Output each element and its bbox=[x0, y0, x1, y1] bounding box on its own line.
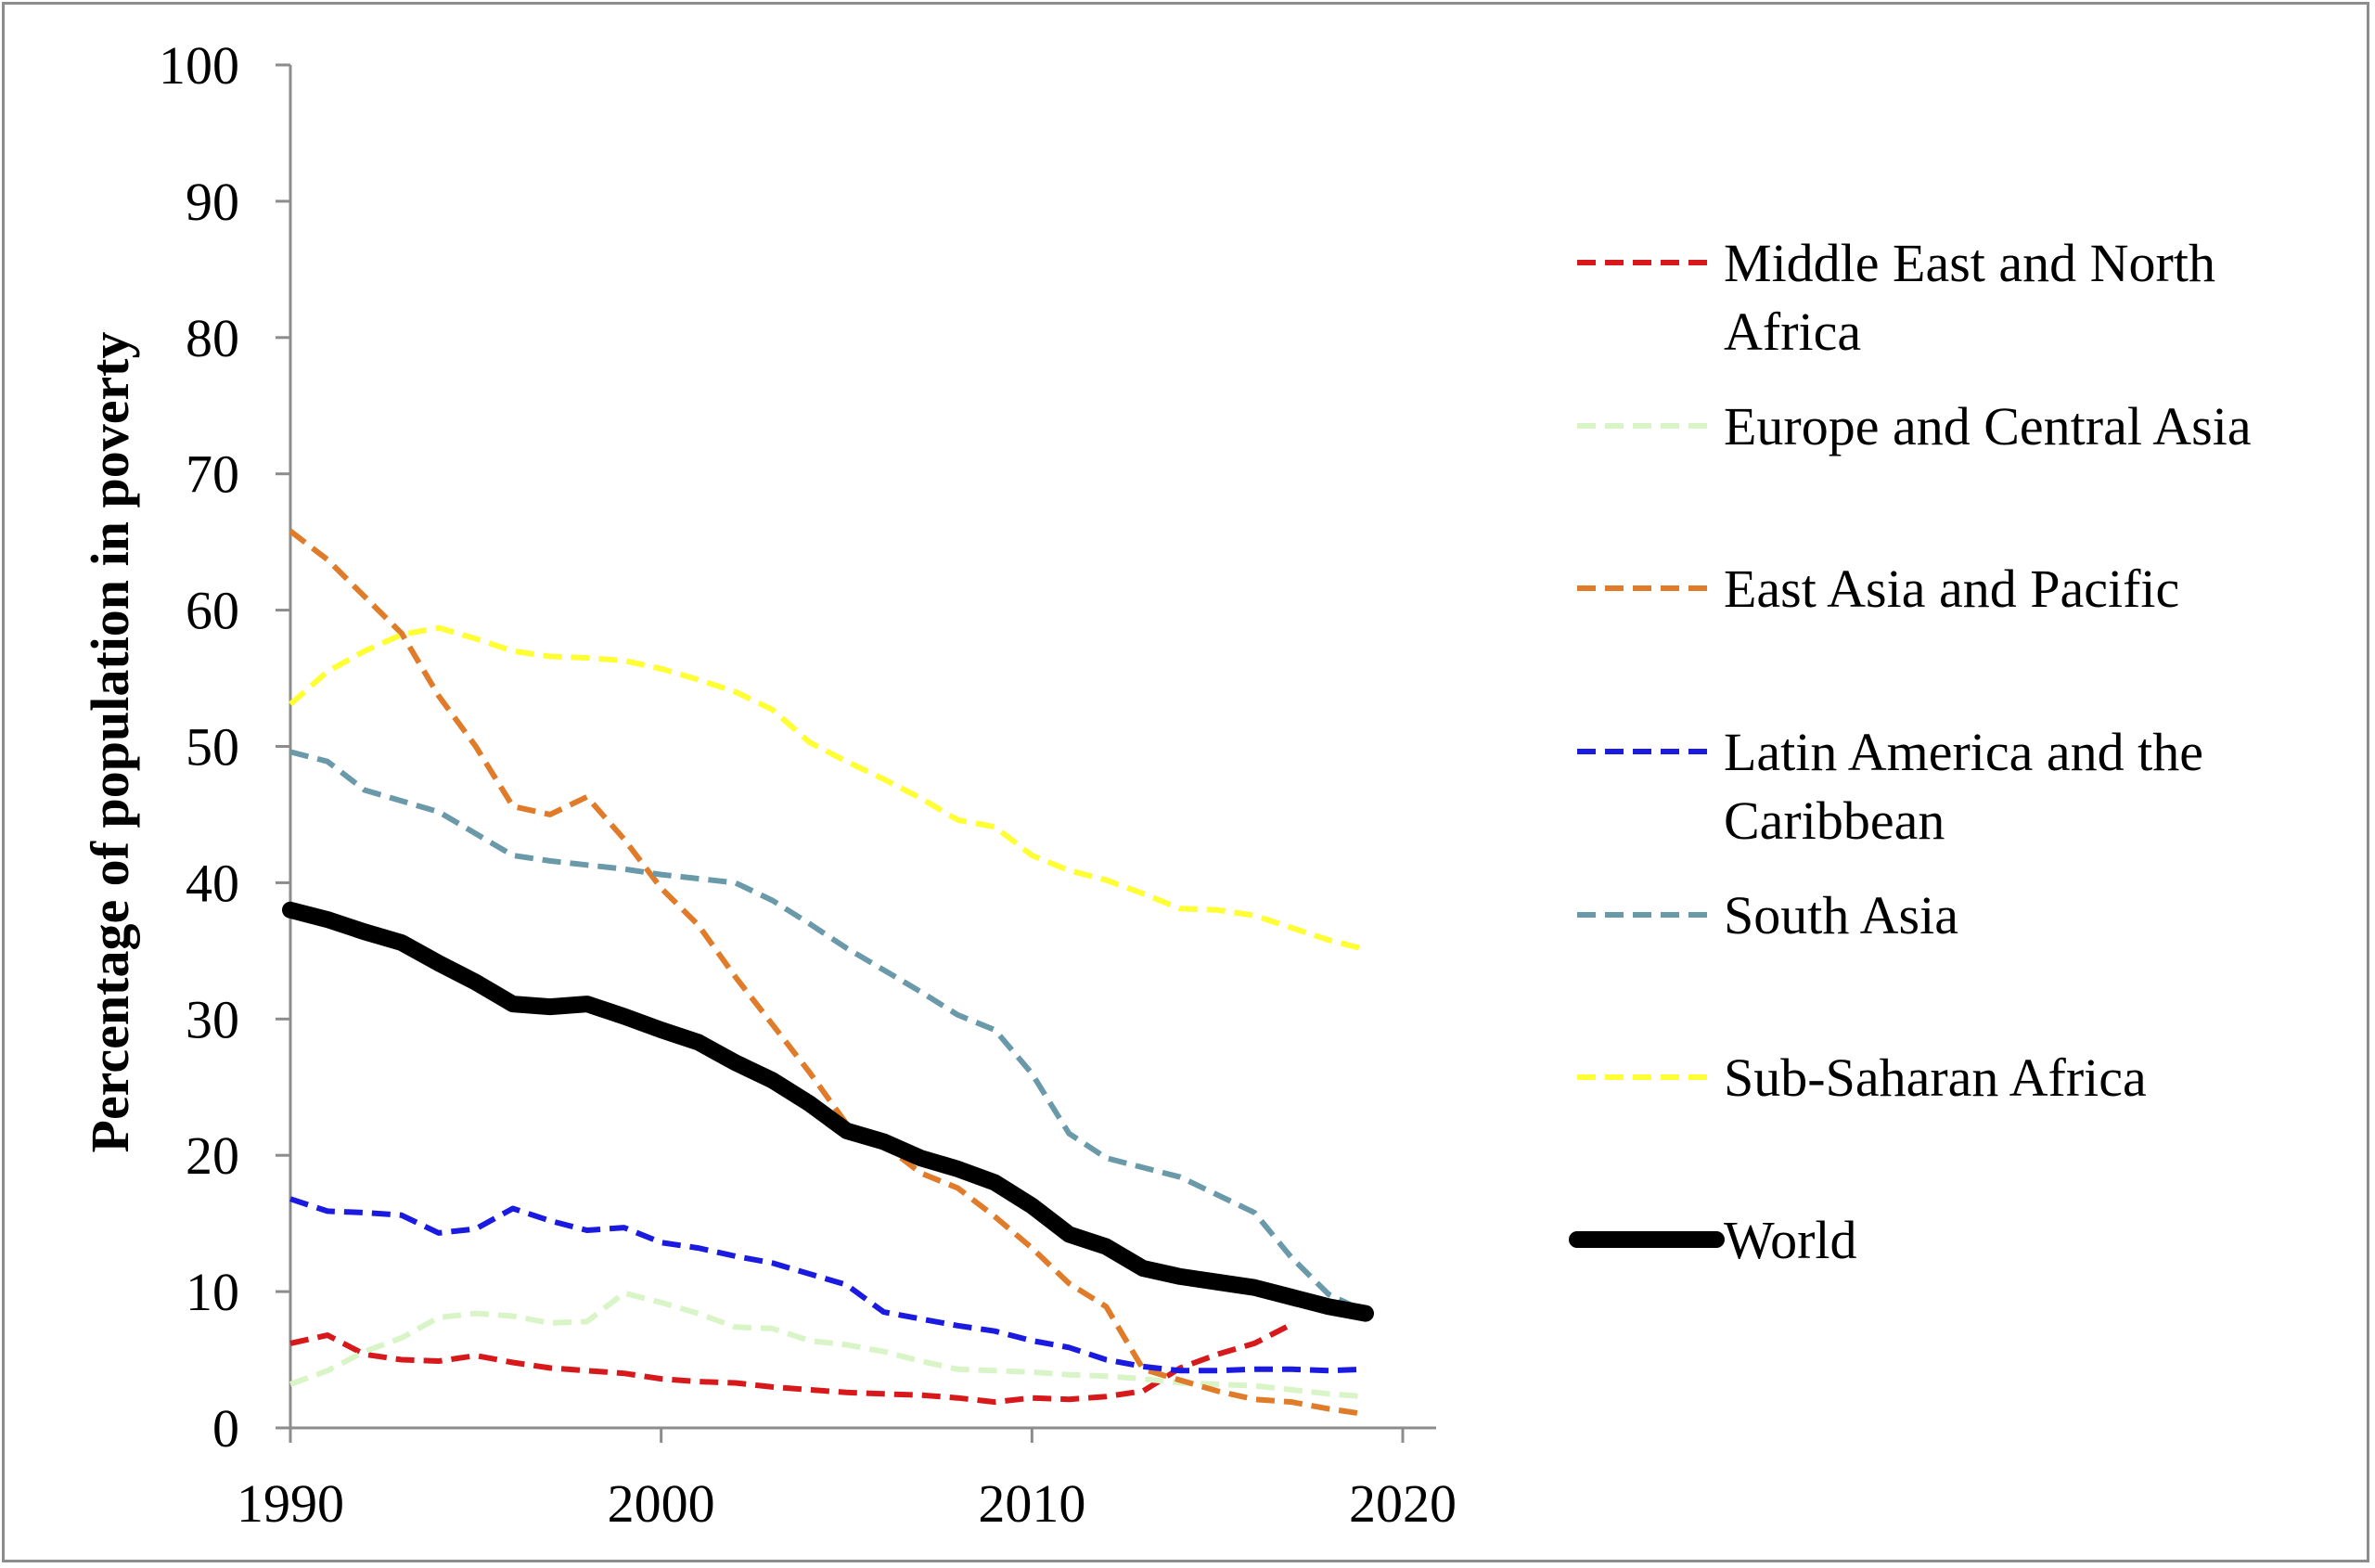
y-tick-label: 60 bbox=[186, 581, 239, 641]
legend-label: Sub-Saharan Africa bbox=[1724, 1047, 2147, 1108]
y-tick-label: 50 bbox=[186, 717, 239, 778]
y-tick-label: 100 bbox=[159, 35, 239, 96]
legend-item-east-asia-and-pacific: East Asia and Pacific bbox=[1577, 559, 2179, 619]
series-line-east-asia-and-pacific bbox=[289, 529, 1367, 1418]
y-tick-label: 10 bbox=[186, 1262, 239, 1322]
y-tick-label: 80 bbox=[186, 308, 239, 368]
y-tick-label: 70 bbox=[186, 444, 239, 505]
series-latin-america-and-the-caribbean bbox=[289, 1196, 1367, 1374]
legend-label: World bbox=[1724, 1210, 1857, 1270]
legend-item-europe-and-central-asia: Europe and Central Asia bbox=[1577, 396, 2252, 456]
series-europe-and-central-asia bbox=[289, 1290, 1367, 1400]
legend-item-middle-east-and-north-africa: Middle East and North Africa bbox=[1577, 233, 2215, 362]
x-tick-label: 2000 bbox=[608, 1473, 715, 1534]
legend-label: South Asia bbox=[1724, 885, 1958, 945]
series-world bbox=[282, 901, 1374, 1322]
series-line-world bbox=[282, 901, 1374, 1322]
series-line-sub-saharan-africa bbox=[289, 624, 1367, 953]
series-south-asia bbox=[289, 749, 1367, 1315]
legend: Middle East and North Africa Europe and Ce… bbox=[1569, 233, 2252, 1270]
legend-item-world: World bbox=[1569, 1210, 1857, 1270]
legend-item-latin-america-and-the-caribbean: Latin America and the Caribbean bbox=[1577, 722, 2203, 851]
legend-label: Latin America and the Caribbean bbox=[1724, 722, 2203, 851]
legend-label: Europe and Central Asia bbox=[1724, 396, 2252, 456]
y-axis-title: Percentage of population in poverty bbox=[80, 332, 140, 1153]
y-tick-label: 90 bbox=[186, 172, 239, 232]
legend-label: Middle East and North Africa bbox=[1724, 233, 2215, 362]
legend-item-south-asia: South Asia bbox=[1577, 885, 1958, 945]
legend-item-sub-saharan-africa: Sub-Saharan Africa bbox=[1577, 1047, 2147, 1108]
y-tick-label: 30 bbox=[186, 989, 239, 1049]
series-line-middle-east-and-north-africa bbox=[289, 1321, 1293, 1406]
series-lines bbox=[282, 529, 1374, 1418]
series-line-latin-america-and-the-caribbean bbox=[289, 1196, 1367, 1374]
series-east-asia-and-pacific bbox=[289, 529, 1367, 1418]
series-middle-east-and-north-africa bbox=[289, 1321, 1293, 1406]
y-tick-label: 40 bbox=[186, 853, 239, 913]
x-tick-label: 2010 bbox=[978, 1473, 1085, 1534]
series-line-europe-and-central-asia bbox=[289, 1290, 1367, 1400]
x-tick-label: 2020 bbox=[1349, 1473, 1457, 1534]
legend-label: East Asia and Pacific bbox=[1724, 559, 2179, 619]
series-sub-saharan-africa bbox=[289, 624, 1367, 953]
x-tick-label: 1990 bbox=[237, 1473, 344, 1534]
y-tick-label: 20 bbox=[186, 1125, 239, 1186]
y-tick-label: 0 bbox=[212, 1398, 239, 1459]
series-line-south-asia bbox=[289, 749, 1367, 1315]
